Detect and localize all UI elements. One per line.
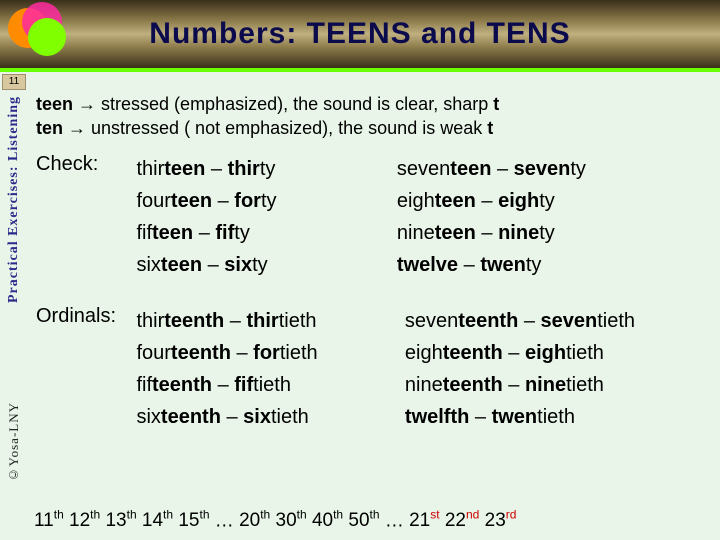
ordinals-label: Ordinals: bbox=[36, 305, 132, 328]
pair-row: twelve – twenty bbox=[397, 249, 677, 281]
footer-item: 13th bbox=[105, 510, 136, 531]
pair-row: fifteen – fifty bbox=[136, 217, 392, 249]
intro-text-2: unstressed ( not emphasized), the sound … bbox=[86, 118, 487, 138]
intro-t-1: t bbox=[493, 94, 499, 114]
footer-item: 20th bbox=[239, 510, 270, 531]
intro-line-2: ten → unstressed ( not emphasized), the … bbox=[36, 116, 710, 140]
logo bbox=[0, 0, 80, 70]
pair-row: nineteen – ninety bbox=[397, 217, 677, 249]
pair-row: seventeen – seventy bbox=[397, 153, 677, 185]
footer-item: 15th bbox=[178, 510, 209, 531]
pair-row: fifteenth – fiftieth bbox=[136, 369, 400, 401]
pair-row: sixteenth – sixtieth bbox=[136, 401, 400, 433]
header-band: Numbers: TEENS and TENS bbox=[0, 0, 720, 68]
pair-row: thirteenth – thirtieth bbox=[136, 305, 400, 337]
arrow-icon: → bbox=[68, 118, 86, 138]
footer-item: 50th bbox=[348, 510, 379, 531]
arrow-icon: → bbox=[78, 94, 96, 114]
pair-row: sixteen – sixty bbox=[136, 249, 392, 281]
sidebar: Practical Exercises: Listening ©Yosa-LNY bbox=[0, 92, 30, 522]
intro-teen: teen bbox=[36, 94, 73, 114]
credit: ©Yosa-LNY bbox=[6, 402, 22, 482]
intro-line-1: teen → stressed (emphasized), the sound … bbox=[36, 92, 710, 116]
pair-row: fourteenth – fortieth bbox=[136, 337, 400, 369]
footer-item: 22nd bbox=[445, 510, 480, 531]
page-title: Numbers: TEENS and TENS bbox=[149, 17, 570, 51]
footer-item: 14th bbox=[142, 510, 173, 531]
footer-item: 23rd bbox=[485, 510, 517, 531]
intro-ten: ten bbox=[36, 118, 63, 138]
check-label: Check: bbox=[36, 153, 132, 176]
ordinals-col-right: seventeenth – seventietheighteenth – eig… bbox=[405, 305, 705, 433]
sidebar-label: Practical Exercises: Listening bbox=[6, 96, 22, 303]
content: teen → stressed (emphasized), the sound … bbox=[30, 92, 716, 536]
page-number: 11 bbox=[2, 74, 26, 90]
pair-row: nineteenth – ninetieth bbox=[405, 369, 705, 401]
intro-block: teen → stressed (emphasized), the sound … bbox=[36, 92, 710, 141]
check-section: Check: thirteen – thirtyfourteen – forty… bbox=[36, 153, 710, 299]
footer-item: 30th bbox=[276, 510, 307, 531]
ordinals-section: Ordinals: thirteenth – thirtiethfourteen… bbox=[36, 305, 710, 451]
pair-row: eighteen – eighty bbox=[397, 185, 677, 217]
footer-item: 21st bbox=[409, 510, 439, 531]
footer-item: 11th bbox=[34, 510, 64, 531]
pair-row: twelfth – twentieth bbox=[405, 401, 705, 433]
footer-item: 12th bbox=[69, 510, 100, 531]
footer-item: 40th bbox=[312, 510, 343, 531]
footer-item: … bbox=[385, 510, 409, 531]
ordinals-col-left: thirteenth – thirtiethfourteenth – forti… bbox=[136, 305, 400, 433]
intro-t-2: t bbox=[487, 118, 493, 138]
pair-row: seventeenth – seventieth bbox=[405, 305, 705, 337]
check-col-left: thirteen – thirtyfourteen – fortyfifteen… bbox=[136, 153, 392, 281]
footer-ordinals: 11th 12th 13th 14th 15th … 20th 30th 40t… bbox=[30, 506, 716, 534]
intro-text-1: stressed (emphasized), the sound is clea… bbox=[96, 94, 493, 114]
footer-item: … bbox=[215, 510, 239, 531]
check-col-right: seventeen – seventyeighteen – eightynine… bbox=[397, 153, 677, 281]
pair-row: fourteen – forty bbox=[136, 185, 392, 217]
pair-row: thirteen – thirty bbox=[136, 153, 392, 185]
pair-row: eighteenth – eightieth bbox=[405, 337, 705, 369]
